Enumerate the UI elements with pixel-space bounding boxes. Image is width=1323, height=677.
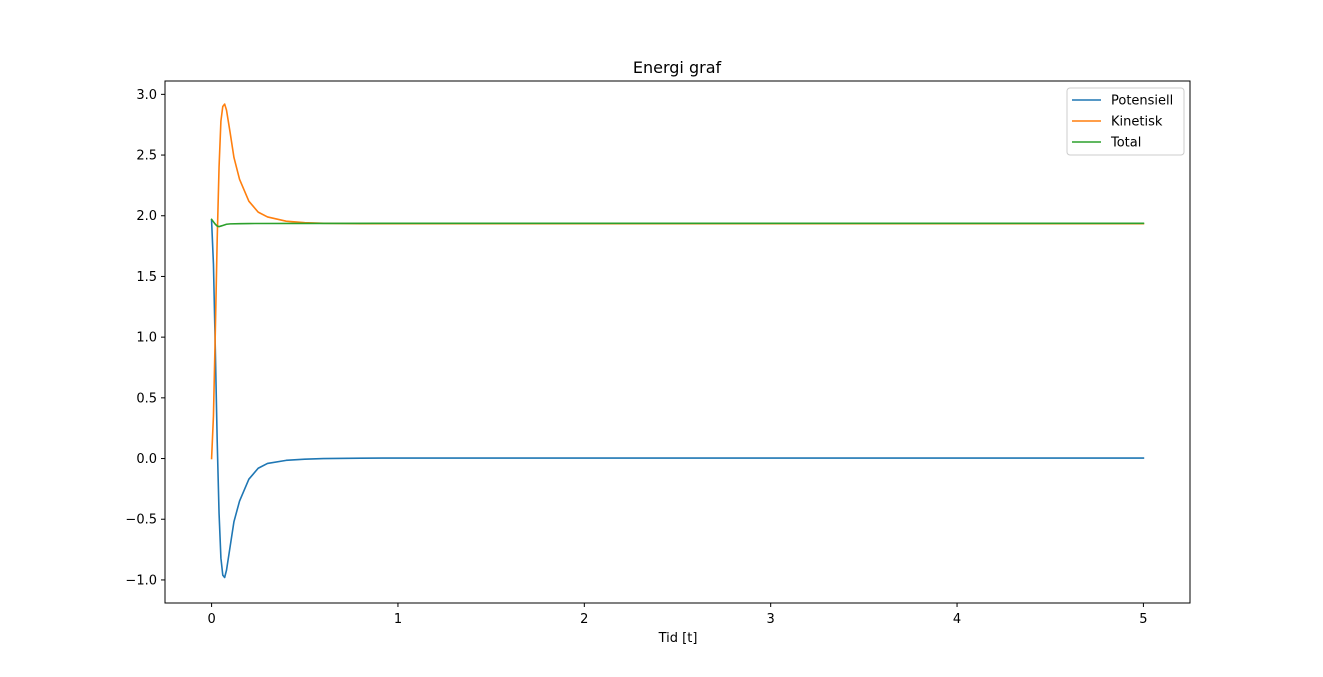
x-tick-label: 5 — [1139, 612, 1147, 627]
x-tick-label: 3 — [767, 612, 775, 627]
y-tick-label: −1.0 — [125, 573, 157, 588]
x-axis: 0 1 2 3 4 5 — [207, 603, 1148, 627]
x-tick-label: 0 — [207, 612, 215, 627]
series-line-potensiell — [210, 219, 1145, 579]
y-tick-label: 0.0 — [136, 452, 157, 467]
y-tick-label: 2.0 — [136, 209, 157, 224]
y-tick-label: 1.5 — [136, 270, 157, 285]
x-tick-label: 2 — [580, 612, 588, 627]
legend-label-kinetisk: Kinetisk — [1111, 115, 1163, 130]
y-tick-label: −0.5 — [125, 513, 157, 528]
x-axis-label: Tid [t] — [658, 631, 698, 646]
x-tick-label: 4 — [953, 612, 961, 627]
y-tick-label: 1.0 — [136, 331, 157, 346]
y-axis: −1.0 −0.5 0.0 0.5 1.0 1.5 2.0 2.5 3.0 — [125, 88, 165, 588]
y-tick-label: 0.5 — [136, 391, 157, 406]
y-tick-label: 2.5 — [136, 149, 157, 164]
legend: Potensiell Kinetisk Total — [1066, 87, 1185, 156]
legend-label-potensiell: Potensiell — [1111, 94, 1173, 109]
plot-frame — [164, 80, 1191, 604]
x-tick-label: 1 — [394, 612, 402, 627]
series-line-total — [210, 218, 1145, 228]
y-tick-label: 3.0 — [136, 88, 157, 103]
chart-title: Energi graf — [633, 58, 722, 77]
legend-box — [1066, 87, 1185, 156]
plot-area — [164, 80, 1191, 604]
legend-label-total: Total — [1110, 136, 1141, 151]
